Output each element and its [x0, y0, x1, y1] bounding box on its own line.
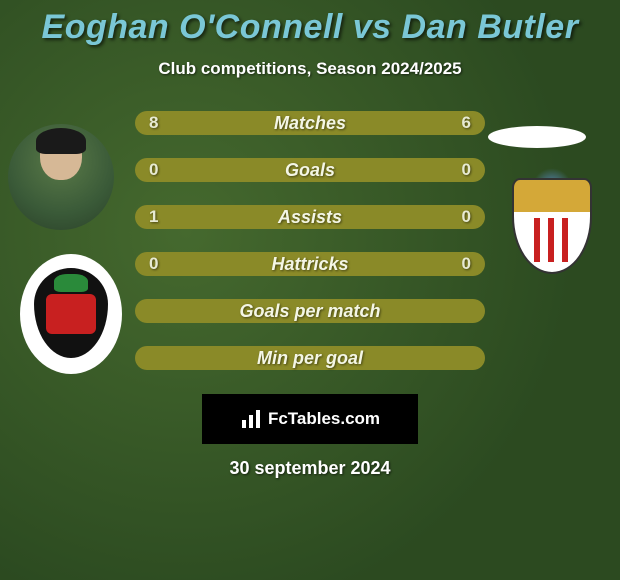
- club-crest-left: [20, 254, 122, 374]
- player-left-avatar: [8, 124, 114, 230]
- stat-value-left: 1: [149, 207, 169, 227]
- stat-row: 0 Hattricks 0: [135, 252, 485, 276]
- stat-value-right: 0: [451, 254, 471, 274]
- source-logo-text: FcTables.com: [268, 409, 380, 429]
- stat-label: Matches: [274, 113, 346, 134]
- stat-row: 0 Goals 0: [135, 158, 485, 182]
- stat-value-right: 6: [451, 113, 471, 133]
- stat-value-left: 0: [149, 160, 169, 180]
- stat-value-left: 0: [149, 254, 169, 274]
- date-label: 30 september 2024: [0, 458, 620, 479]
- chart-icon: [240, 408, 262, 430]
- subtitle: Club competitions, Season 2024/2025: [0, 59, 620, 79]
- club-crest-right: [502, 178, 602, 278]
- stat-value-left: 8: [149, 113, 169, 133]
- stat-row: 8 Matches 6: [135, 111, 485, 135]
- stat-row: Min per goal: [135, 346, 485, 370]
- stat-label: Min per goal: [257, 348, 363, 369]
- stat-value-right: 0: [451, 207, 471, 227]
- page-title: Eoghan O'Connell vs Dan Butler: [0, 0, 620, 47]
- stat-label: Hattricks: [271, 254, 348, 275]
- stat-row: 1 Assists 0: [135, 205, 485, 229]
- stat-label: Assists: [278, 207, 342, 228]
- player-right-avatar: [488, 126, 586, 148]
- stat-value-right: 0: [451, 160, 471, 180]
- stat-label: Goals: [285, 160, 335, 181]
- source-logo: FcTables.com: [202, 394, 418, 444]
- stat-label: Goals per match: [239, 301, 380, 322]
- stat-row: Goals per match: [135, 299, 485, 323]
